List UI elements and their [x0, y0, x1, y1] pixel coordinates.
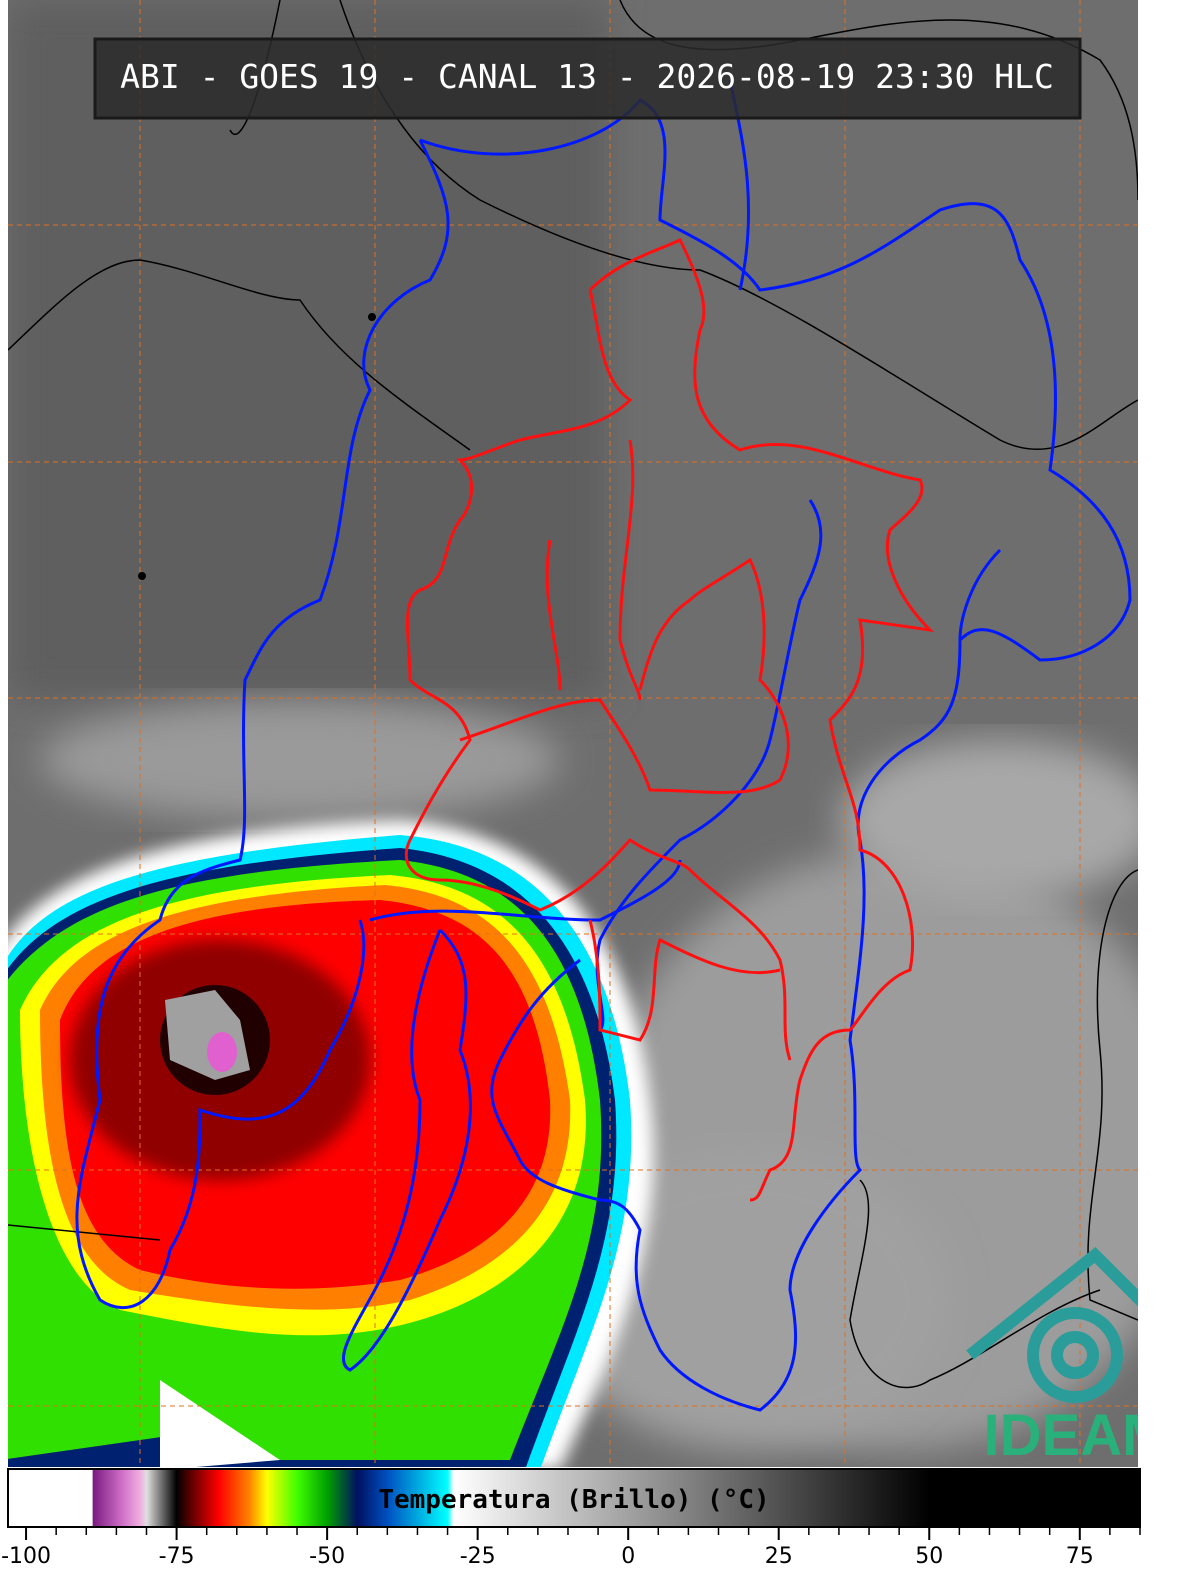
tick-label: -75 [159, 1544, 195, 1569]
tick-label: -25 [460, 1544, 496, 1569]
title: ABI - GOES 19 - CANAL 13 - 2026-08-19 23… [120, 57, 1054, 96]
tick-label: 75 [1066, 1544, 1094, 1569]
logo-text: IDEAM [984, 1403, 1171, 1468]
map: IDEAM [8, 0, 1171, 1468]
tick-label: 50 [915, 1544, 943, 1569]
logo [966, 1246, 1138, 1403]
colorbar-axis: -100 -75 -50 -25 0 25 50 75 [1, 1528, 1141, 1569]
tick-label: -100 [1, 1544, 51, 1569]
tick-label: 25 [765, 1544, 793, 1569]
tick-label: -50 [309, 1544, 345, 1569]
title-box [93, 37, 1082, 120]
colorbar [7, 1468, 1141, 1528]
colorbar-label: Temperatura (Brillo) (°C) [378, 1485, 769, 1515]
tick-label: 0 [621, 1544, 635, 1569]
